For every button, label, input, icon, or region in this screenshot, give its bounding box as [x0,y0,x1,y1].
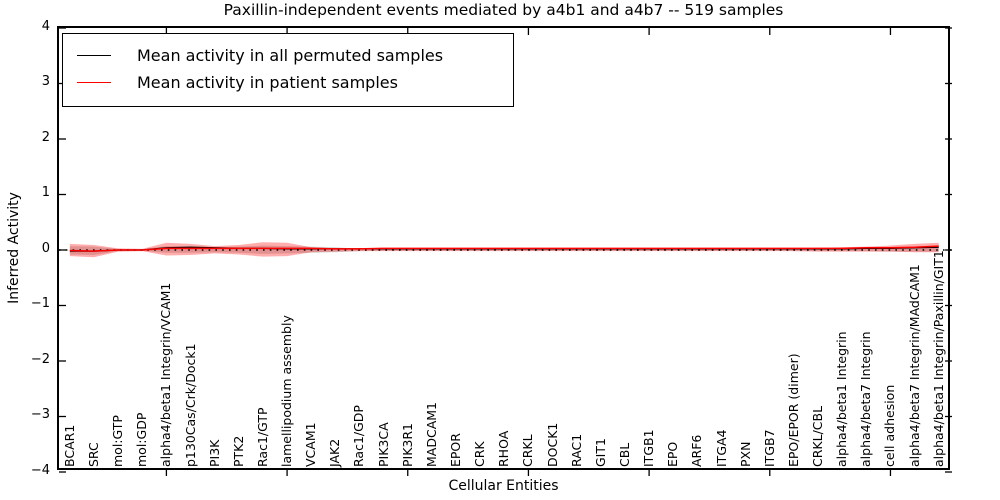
x-category-label: CRKL [520,434,536,467]
mean-line-patient [69,245,939,252]
x-category-label: RAC1 [568,433,584,467]
x-category-label: DOCK1 [544,422,560,467]
x-category-label: ARF6 [689,434,705,467]
band-patient-std [69,242,939,258]
x-category-label: lamellipodium assembly [279,315,295,467]
x-category-label: PIK3R1 [399,422,415,467]
y-tick-label: 4 [41,18,50,34]
x-category-label: cell adhesion [882,384,898,467]
chart-title: Paxillin-independent events mediated by … [223,1,784,19]
x-category-label: PI3K [206,439,222,467]
x-category-label: EPOR [448,433,464,467]
legend-label-permuted: Mean activity in all permuted samples [137,46,444,65]
x-category-label: ITGB1 [641,429,657,467]
x-category-label: alpha4/beta1 Integrin [834,331,850,467]
y-tick-label: 2 [41,129,50,145]
mean-line-permuted [69,246,939,252]
y-tick-label: −2 [30,351,50,367]
x-category-label: PXN [737,441,753,467]
x-category-label: GIT1 [592,438,608,467]
legend-entry-permuted: Mean activity in all permuted samples [77,42,499,69]
y-tick-label: −1 [30,296,50,311]
permuted-line-sample [77,55,111,56]
y-tick-label: 1 [41,185,50,200]
y-tick-label: −3 [30,407,50,422]
y-tick-label: −4 [30,462,50,478]
x-category-label: PIK3CA [375,422,391,467]
x-category-label: CBL [616,442,632,467]
y-tick-label: 3 [41,74,50,89]
x-category-label: EPO/EPOR (dimer) [785,353,801,467]
x-category-label: mol:GDP [134,412,150,467]
patient-line-sample [77,82,111,83]
x-category-label: p130Cas/Crk/Dock1 [182,343,198,467]
x-category-label: MADCAM1 [423,402,439,467]
x-category-label: mol:GTP [110,415,126,467]
x-category-label: ITGB7 [761,429,777,467]
x-category-label: EPO [665,441,681,467]
x-category-label: Rac1/GTP [254,407,270,467]
x-category-label: alpha4/beta1 Integrin/VCAM1 [158,282,174,467]
x-axis-title: Cellular Entities [448,478,559,494]
x-category-label: RHOA [496,430,512,467]
x-category-label: PTK2 [230,435,246,467]
x-category-label: BCAR1 [61,424,77,467]
x-category-label: alpha4/beta7 Integrin [858,331,874,467]
x-category-label: SRC [85,442,101,467]
x-category-label: CRKL/CBL [810,405,826,467]
x-category-label: VCAM1 [303,422,319,467]
legend-label-patient: Mean activity in patient samples [137,73,398,92]
x-category-label: ITGA4 [713,429,729,467]
band-permuted-std [69,245,939,255]
x-category-label: alpha4/beta7 Integrin/MAdCAM1 [906,264,922,467]
x-category-label: CRK [472,441,488,467]
x-category-label: alpha4/beta1 Integrin/Paxillin/GIT1 [930,250,946,467]
y-axis-title: Inferred Activity [6,192,22,304]
x-category-label: Rac1/GDP [351,405,367,467]
legend-entry-patient: Mean activity in patient samples [77,69,499,96]
x-category-label: JAK2 [327,438,343,467]
legend-box: Mean activity in all permuted samples Me… [62,33,514,107]
y-tick-label: 0 [41,240,50,256]
